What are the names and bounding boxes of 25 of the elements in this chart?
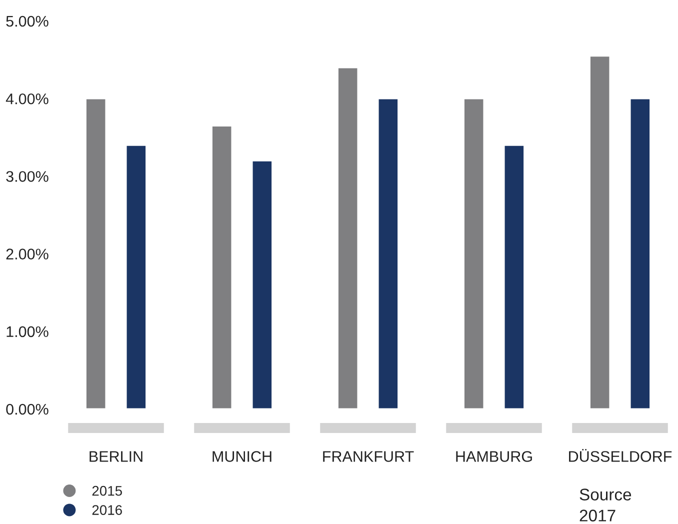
y-tick-label: 1.00%	[6, 326, 48, 338]
bar	[629, 98, 651, 409]
y-tick-label: 0.00%	[6, 404, 48, 415]
bar	[251, 160, 273, 409]
text: 2017	[580, 510, 616, 522]
bar	[211, 125, 233, 409]
bar	[337, 66, 359, 409]
x-tick-label: DÜSSELDORF	[569, 448, 672, 462]
x-tick-label: MUNICH	[212, 451, 272, 462]
text: Source	[580, 488, 632, 500]
bar	[589, 55, 611, 409]
x-tick-label: HAMBURG	[456, 451, 532, 462]
y-tick-label: 5.00%	[6, 16, 48, 27]
bar	[377, 98, 399, 409]
legend-label: 2015	[92, 486, 122, 496]
y-tick-label: 2.00%	[6, 248, 48, 260]
x-tick-label: BERLIN	[90, 451, 142, 462]
bar	[125, 144, 147, 409]
bar	[85, 98, 107, 409]
y-tick-label: 4.00%	[6, 93, 48, 104]
legend-label: 2016	[92, 505, 122, 515]
y-tick-label: 3.00%	[6, 171, 48, 182]
bar	[463, 98, 485, 409]
bar	[503, 144, 525, 409]
x-tick-label: FRANKFURT	[323, 451, 414, 462]
